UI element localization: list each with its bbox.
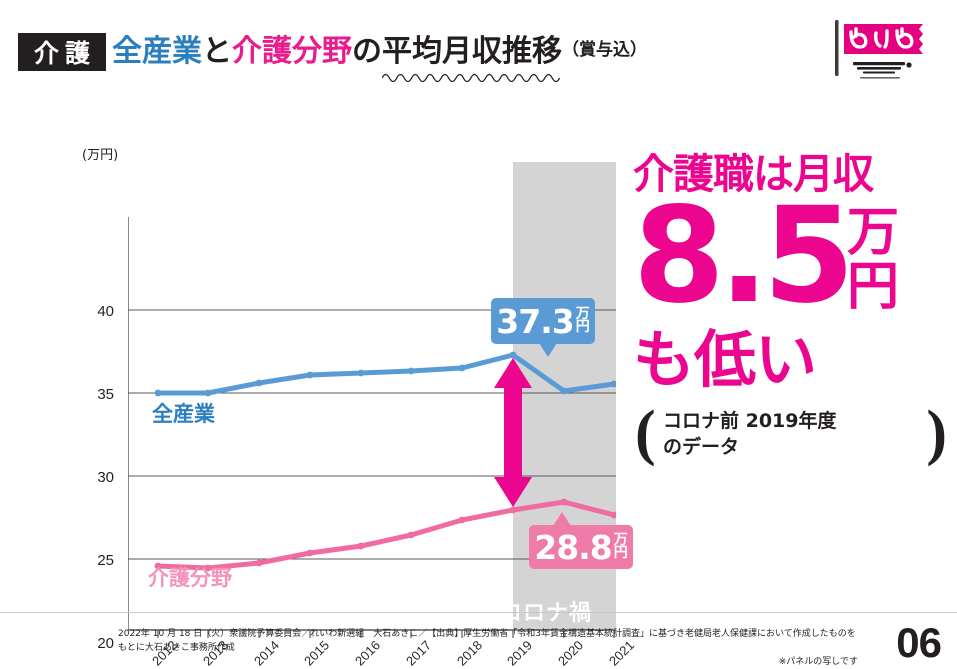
callout-pink-unit: 万円	[613, 532, 628, 561]
title-no: の	[352, 34, 382, 69]
title-bonus-note: （賞与込）	[562, 40, 647, 60]
headline-message: 介護職は月収 8.5 万円 も低い ( コロナ前 2019年度 のデータ )	[633, 150, 953, 464]
gap-double-arrow-icon	[494, 358, 532, 507]
category-badge: 介護	[18, 33, 106, 71]
reiwa-shinsengumi-logo	[835, 20, 923, 79]
footer-panel-note: ※パネルの写しです	[778, 657, 858, 667]
wavy-underline-icon	[382, 73, 560, 82]
series-points-care-field	[154, 498, 616, 572]
y-tick-30: 30	[97, 469, 114, 486]
title-care-field: 介護分野	[232, 34, 352, 69]
callout-all-industries-2019: 37.3 万円	[491, 298, 595, 357]
title-all-industries: 全産業	[112, 34, 202, 69]
callout-blue-unit: 万円	[575, 306, 590, 335]
y-tick-25: 25	[97, 552, 114, 569]
y-tick-20: 20	[97, 635, 114, 652]
footer-source-block: 2022年 10 月 18 日（火）衆議院予算委員会／れいわ新選組 大石あきこ／…	[118, 627, 858, 669]
y-tick-35: 35	[97, 386, 114, 403]
chart-container: (万円) 40 35 30 25 20	[70, 140, 637, 669]
footer-source-text: 2022年 10 月 18 日（火）衆議院予算委員会／れいわ新選組 大石あきこ／…	[118, 629, 856, 653]
y-axis-unit-label: (万円)	[82, 148, 119, 163]
callout-pink-value: 28.8	[534, 527, 612, 567]
title-avg-monthly-income: 平均月収推移	[382, 34, 562, 69]
note-paren-right: )	[926, 399, 947, 467]
note-paren-left: (	[635, 399, 656, 467]
page-title: 全産業と介護分野の平均月収推移（賞与込）	[112, 28, 647, 74]
note-line-2: のデータ	[663, 436, 740, 458]
footer-divider	[0, 612, 957, 613]
series-label-care-field: 介護分野	[148, 566, 232, 590]
callout-blue-value: 37.3	[496, 301, 574, 341]
headline-amount-unit: 万円	[847, 203, 900, 317]
page-number: 06	[896, 619, 942, 666]
note-line-1: コロナ前 2019年度	[663, 410, 837, 432]
series-points-all-industries	[154, 351, 616, 397]
series-line-care-field	[155, 499, 616, 571]
title-conjunction: と	[202, 34, 232, 69]
series-line-all-industries	[155, 352, 616, 396]
covid-period-label: コロナ禍	[500, 601, 593, 626]
y-tick-40: 40	[97, 303, 114, 320]
callout-care-field-2019: 28.8 万円	[529, 512, 633, 569]
series-label-all-industries: 全産業	[152, 402, 215, 426]
headline-line-1: 介護職は月収	[633, 150, 874, 198]
page-header: 介護 全産業と介護分野の平均月収推移（賞与込）	[0, 0, 957, 104]
headline-amount-number: 8.5	[633, 179, 855, 333]
headline-note: ( コロナ前 2019年度 のデータ )	[633, 402, 953, 464]
headline-line-3: も低い	[633, 323, 817, 396]
headline-amount: 8.5 万円	[633, 190, 953, 326]
